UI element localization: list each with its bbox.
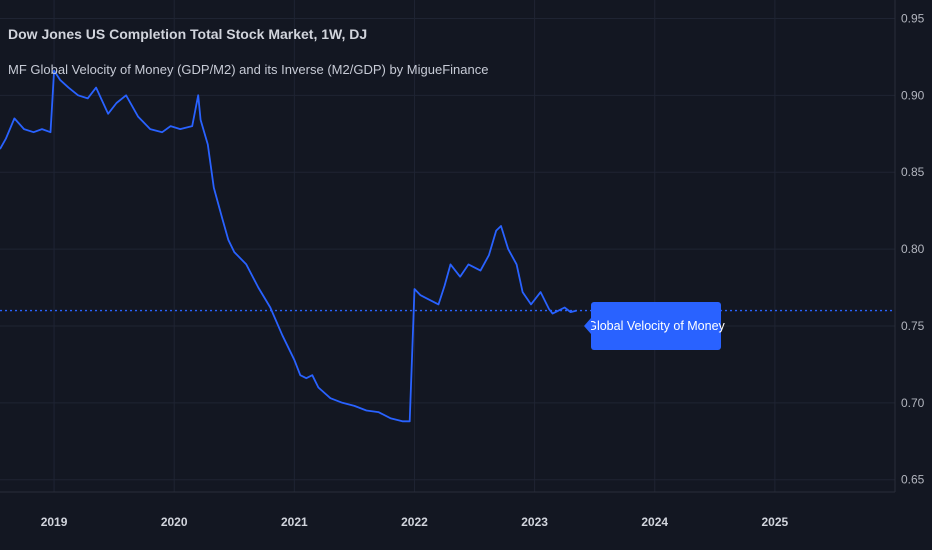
- x-tick-label: 2022: [401, 515, 428, 529]
- indicator-subtitle: MF Global Velocity of Money (GDP/M2) and…: [8, 62, 489, 77]
- series-label: Global Velocity of Money: [584, 302, 725, 350]
- x-tick-label: 2023: [521, 515, 548, 529]
- x-tick-label: 2020: [161, 515, 188, 529]
- x-tick-label: 2019: [41, 515, 68, 529]
- x-tick-label: 2024: [641, 515, 668, 529]
- y-tick-label: 0.90: [901, 88, 925, 102]
- x-tick-label: 2025: [762, 515, 789, 529]
- y-axis-ticks: 0.65 0.70 0.75 0.80 0.85 0.90 0.95: [901, 11, 925, 486]
- grid-lines: [0, 0, 895, 492]
- y-tick-label: 0.80: [901, 242, 925, 256]
- velocity-series-line: [0, 69, 577, 423]
- chart-title: Dow Jones US Completion Total Stock Mark…: [8, 26, 368, 42]
- x-tick-label: 2021: [281, 515, 308, 529]
- y-tick-label: 0.70: [901, 396, 925, 410]
- y-tick-label: 0.65: [901, 473, 925, 487]
- y-tick-label: 0.85: [901, 165, 925, 179]
- x-axis-ticks: 2019 2020 2021 2022 2023 2024 2025: [41, 515, 789, 529]
- y-tick-label: 0.75: [901, 319, 925, 333]
- y-tick-label: 0.95: [901, 11, 925, 25]
